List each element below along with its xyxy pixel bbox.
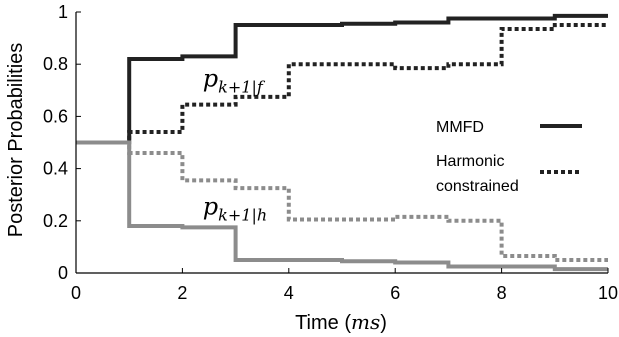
annotation-p-h-base: p	[203, 192, 218, 220]
annotation-p-f-base: p	[203, 65, 218, 93]
x-tick-label: 0	[71, 283, 81, 303]
annotation-p-h: pk+1|h	[203, 192, 267, 224]
legend-label-harmonic-line1: Harmonic	[436, 153, 504, 170]
annotations-layer: pk+1|f pk+1|h	[203, 65, 267, 225]
annotation-p-f-subscript: k+1|f	[218, 78, 266, 97]
annotation-p-h-subscript: k+1|h	[218, 205, 267, 224]
annotation-p-f: pk+1|f	[203, 65, 266, 97]
ticks-layer: 0 2 4 6 8 10 0 0.2 0.4 0.6 0.8 1	[43, 2, 618, 303]
y-tick-label: 1	[58, 2, 68, 22]
x-axis-title: Time (ms)	[295, 310, 387, 334]
y-tick-label: 0.4	[43, 159, 68, 179]
series-layer	[76, 13, 608, 272]
axes-layer	[75, 12, 608, 274]
y-tick-label: 0.6	[43, 106, 68, 126]
legend: MMFD Harmonic constrained	[436, 119, 582, 195]
legend-label-mmfd: MMFD	[436, 119, 484, 136]
y-axis-title: Posterior Probabilities	[5, 43, 27, 238]
series-line-f-mmfd	[76, 13, 608, 145]
y-tick-label: 0.8	[43, 54, 68, 74]
x-tick-label: 4	[284, 283, 294, 303]
x-tick-label: 6	[390, 283, 400, 303]
x-tick-label: 10	[598, 283, 618, 303]
x-axis-title-paren-close: )	[380, 312, 387, 334]
y-tick-label: 0.2	[43, 211, 68, 231]
series-line-f-harmonic-constrained	[76, 23, 608, 145]
x-tick-label: 8	[497, 283, 507, 303]
x-tick-label: 2	[177, 283, 187, 303]
x-axis-unit: ms	[351, 310, 380, 334]
legend-label-harmonic-line2: constrained	[436, 178, 519, 195]
series-line-h-mmfd	[76, 140, 608, 272]
series-line-h-harmonic-constrained	[76, 140, 608, 262]
x-axis-title-text: Time	[295, 312, 339, 334]
y-tick-label: 0	[58, 263, 68, 283]
x-axis-title-paren-open: (	[344, 312, 351, 334]
